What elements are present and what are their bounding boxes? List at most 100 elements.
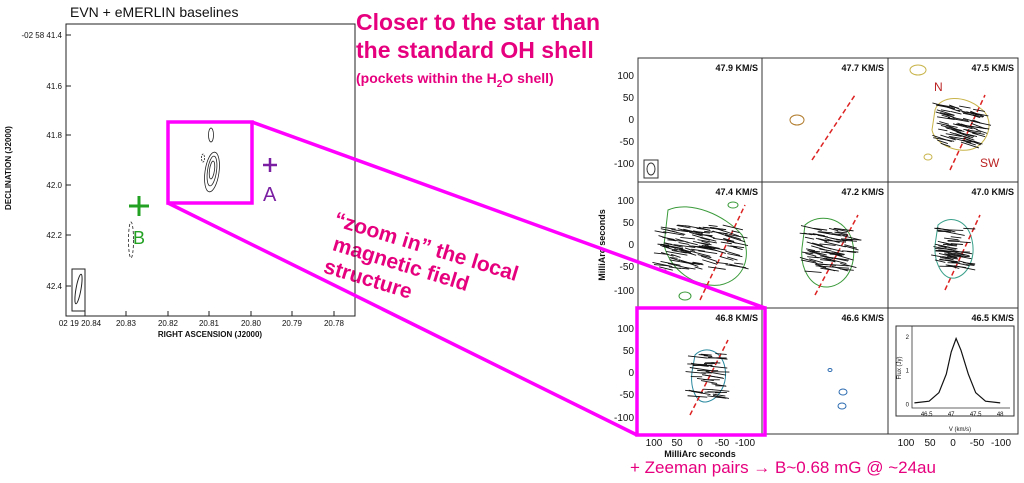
vector-segment (809, 258, 824, 264)
vector-segment (814, 263, 827, 268)
vector-segment (940, 134, 956, 141)
grid-x-tick: -50 (970, 438, 985, 449)
vector-segment (734, 262, 744, 265)
grid-y-tick: -100 (614, 286, 634, 297)
subheading-pre: (pockets within the H (356, 70, 497, 86)
velocity-label: 47.9 KM/S (715, 63, 758, 73)
vector-segment (697, 231, 710, 234)
vector-segment (670, 257, 681, 262)
grid-y-tick: 50 (623, 218, 635, 229)
vector-segment (674, 248, 692, 253)
vector-segment (961, 256, 972, 260)
vector-segment (660, 226, 676, 230)
vector-segment (968, 130, 985, 135)
vector-segment (963, 227, 976, 230)
vector-segment (700, 380, 718, 384)
vector-segment (667, 263, 688, 269)
vector-segment (660, 244, 670, 248)
vector-segment (733, 246, 743, 250)
polarization-vectors (799, 225, 862, 273)
grid-beam-ellipse (646, 162, 656, 176)
vector-segment (659, 266, 673, 271)
vector-segment (695, 233, 713, 237)
vector-segment (680, 236, 696, 240)
vector-segment (698, 245, 716, 250)
grid-x-tick: 50 (924, 438, 936, 449)
vector-segment (957, 255, 970, 258)
velocity-label: 47.2 KM/S (841, 187, 884, 197)
vector-segment (697, 239, 717, 244)
vector-segment (684, 247, 696, 252)
vector-segment (697, 254, 712, 259)
vector-segment (938, 128, 948, 132)
left-map-ylabel: DECLINATION (J2000) (4, 126, 13, 210)
grid-beam-box (643, 159, 659, 179)
spectrum-line (914, 336, 1001, 404)
vector-segment (936, 227, 956, 233)
vector-segment (691, 262, 704, 266)
vector-segment (801, 251, 814, 255)
subheading-sub: 2 (496, 78, 503, 90)
vector-segment (940, 109, 951, 112)
grid-x-tick: 0 (697, 438, 703, 449)
vector-segment (725, 264, 747, 269)
velocity-label: 46.8 KM/S (715, 313, 758, 323)
vector-segment (947, 117, 970, 123)
zoom-connector-bottom (167, 201, 638, 437)
vector-segment (800, 259, 818, 264)
vector-segment (971, 114, 980, 117)
vector-segment (808, 233, 825, 237)
grid-x-tick: 0 (950, 438, 956, 449)
spectrum-x-tick: 47.5 (970, 412, 982, 418)
vector-segment (660, 260, 681, 266)
vector-segment (697, 246, 718, 252)
grid-y-tick: 50 (623, 346, 635, 357)
spectrum-x-tick: 47 (948, 412, 955, 418)
vector-segment (951, 261, 970, 267)
vector-segment (697, 369, 710, 372)
vector-segment (812, 242, 823, 247)
velocity-label: 47.0 KM/S (971, 187, 1014, 197)
label-sw: SW (980, 156, 1000, 170)
grid-x-tick: -100 (735, 438, 755, 449)
spectrum-ylabel: Flux (Jy) (897, 357, 903, 380)
vector-segment (956, 123, 967, 127)
vector-segment (685, 225, 702, 229)
vector-segment (702, 374, 725, 379)
grid-y-tick: -50 (620, 262, 635, 273)
marker-b: B (129, 196, 149, 248)
vector-segment (968, 139, 977, 143)
vector-segment (705, 227, 727, 231)
vector-segment (803, 232, 813, 236)
left-y-tick: 41.8 (46, 131, 62, 140)
vector-segment (944, 113, 954, 118)
vector-segment (959, 260, 975, 266)
zeeman-note: + Zeeman pairs → B~0.68 mG @ ~24au (630, 458, 936, 477)
vector-segment (817, 244, 832, 250)
left-map: EVN + eMERLIN baselines -02 58 41.4 41.6… (4, 4, 356, 339)
left-y-tick: 42.4 (46, 282, 62, 291)
vector-segment (799, 256, 816, 263)
vector-segment (663, 244, 677, 249)
vector-segment (703, 355, 713, 357)
vector-segment (809, 251, 821, 255)
vector-segment (950, 137, 972, 144)
vector-segment (963, 128, 982, 133)
vector-segment (960, 123, 978, 130)
vector-segment (696, 227, 710, 231)
left-x-tick: 20.78 (324, 319, 345, 328)
left-x-tick: 20.83 (116, 319, 137, 328)
vector-segment (712, 393, 726, 397)
velocity-label: 46.6 KM/S (841, 313, 884, 323)
vector-segment (804, 236, 815, 240)
vector-segment (731, 230, 740, 233)
grid-x-tick: 100 (646, 438, 663, 449)
vector-segment (715, 353, 727, 355)
vector-segment (937, 240, 950, 245)
panel-47-2-contours (801, 214, 859, 296)
vector-segment (673, 244, 696, 248)
vector-segment (959, 241, 971, 244)
grid-y-tick: 0 (628, 115, 634, 126)
vector-segment (830, 264, 849, 267)
